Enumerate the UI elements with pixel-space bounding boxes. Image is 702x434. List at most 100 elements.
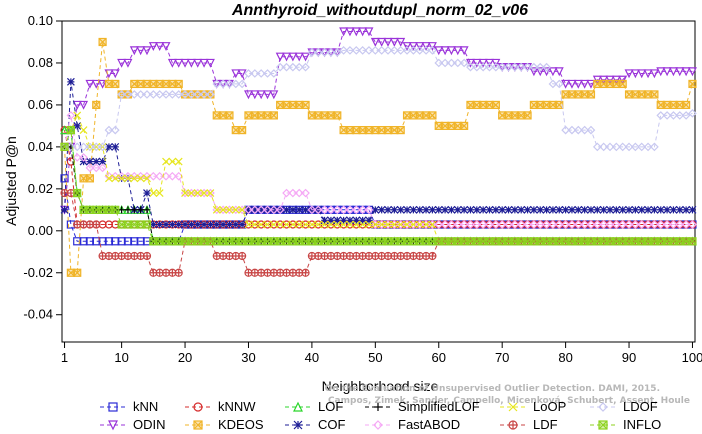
point-marker: [460, 205, 469, 214]
point-marker: [497, 220, 507, 229]
point-marker: [212, 79, 222, 89]
point-marker: [282, 220, 291, 229]
point-marker: [149, 220, 158, 229]
point-marker: [117, 58, 127, 68]
legend-item-inflo: INFLO: [590, 417, 661, 432]
point-marker: [434, 205, 443, 214]
point-marker: [72, 142, 82, 152]
point-marker: [675, 205, 684, 214]
point-marker: [301, 52, 311, 62]
point-marker: [415, 46, 425, 55]
series-inflo: [60, 125, 697, 246]
point-marker: [105, 174, 113, 183]
point-marker-plus: [428, 252, 436, 260]
point-marker: [263, 205, 272, 215]
point-marker: [108, 402, 118, 412]
point-marker: [313, 48, 323, 57]
y-tick-label: -0.02: [23, 265, 53, 280]
x-tick-label: 100: [682, 350, 702, 365]
point-marker: [358, 216, 367, 225]
point-marker: [105, 142, 113, 151]
point-marker: [155, 90, 165, 99]
point-marker: [573, 79, 583, 89]
point-marker: [174, 157, 183, 166]
legend-label: kNN: [133, 399, 158, 414]
point-marker: [72, 100, 82, 110]
point-marker: [478, 62, 488, 72]
point-marker: [282, 220, 291, 229]
point-marker: [320, 216, 329, 225]
point-marker: [637, 205, 646, 214]
point-marker: [92, 237, 101, 246]
point-marker: [110, 171, 120, 181]
point-marker: [149, 189, 158, 197]
point-marker: [231, 69, 241, 79]
point-marker: [218, 205, 228, 215]
point-marker-plus: [92, 221, 100, 229]
point-marker: [231, 79, 241, 89]
point-marker: [244, 205, 253, 215]
point-marker: [637, 69, 647, 79]
point-marker: [148, 171, 158, 181]
legend-label: LOF: [318, 399, 343, 414]
point-marker: [193, 58, 203, 68]
point-marker-cross: [174, 80, 183, 88]
point-marker: [206, 90, 215, 99]
legend-item-odin: ODIN: [100, 417, 166, 432]
point-marker: [129, 171, 139, 181]
point-marker: [517, 205, 526, 214]
point-marker: [269, 205, 279, 215]
point-marker: [390, 46, 399, 55]
point-marker: [314, 220, 323, 229]
point-marker: [199, 58, 209, 68]
point-marker: [256, 205, 266, 215]
point-marker: [256, 69, 266, 78]
point-marker: [650, 142, 659, 152]
point-marker: [371, 205, 380, 214]
legend-item-lof: LOF: [285, 399, 343, 414]
point-marker: [288, 220, 297, 229]
point-marker-cross: [333, 111, 342, 120]
point-marker: [523, 62, 532, 72]
point-marker: [111, 142, 120, 151]
point-marker: [371, 220, 380, 229]
point-marker: [136, 46, 146, 56]
point-marker-cross: [111, 80, 120, 88]
point-marker: [383, 37, 393, 47]
point-marker: [605, 220, 615, 229]
point-marker: [91, 163, 101, 173]
point-marker: [421, 46, 431, 55]
x-tick-label: 20: [178, 350, 192, 365]
point-marker: [307, 48, 317, 57]
point-marker: [675, 67, 685, 77]
legend-label: FastABOD: [398, 417, 460, 432]
point-marker: [390, 205, 399, 214]
point-marker: [465, 58, 475, 68]
point-marker: [681, 111, 691, 120]
point-marker: [402, 46, 412, 55]
point-marker: [130, 206, 138, 214]
point-marker: [193, 220, 202, 229]
point-marker: [73, 237, 82, 246]
point-marker: [225, 205, 234, 214]
legend-item-ldof: LDOF: [590, 399, 658, 414]
point-marker: [491, 58, 501, 68]
point-marker: [358, 220, 367, 229]
point-marker: [561, 220, 570, 229]
point-marker: [662, 111, 672, 120]
x-tick-label: 1: [61, 350, 68, 365]
point-marker: [624, 142, 634, 152]
point-marker: [181, 220, 189, 229]
point-marker: [136, 237, 145, 246]
point-marker: [421, 42, 431, 52]
legend-item-loop: LoOP: [500, 399, 566, 414]
point-marker: [193, 188, 203, 198]
point-marker-cross: [98, 38, 107, 46]
point-marker: [561, 79, 571, 89]
point-marker: [206, 189, 215, 197]
point-marker: [402, 42, 412, 52]
credit-line-2: Campos, Zimek, Sander, Campello, Micenko…: [328, 396, 690, 406]
point-marker: [200, 220, 209, 229]
point-marker: [374, 403, 382, 411]
point-marker: [85, 142, 94, 151]
